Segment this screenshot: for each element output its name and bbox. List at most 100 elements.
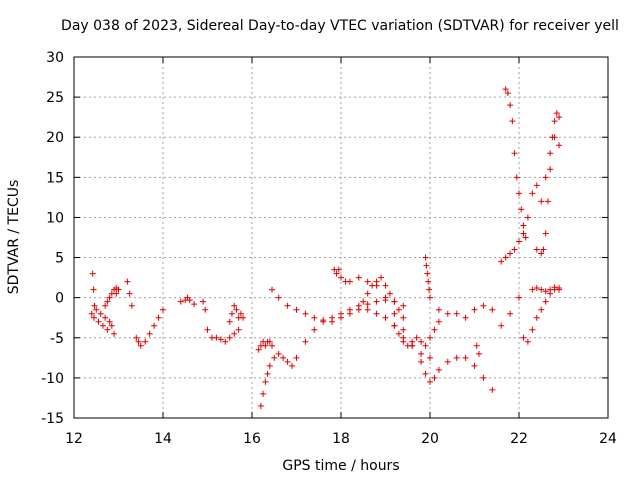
data-point [418,338,425,345]
data-point [97,310,104,317]
data-point [520,222,527,229]
data-point [102,302,109,309]
data-point [255,346,262,353]
data-point [400,338,407,345]
data-point [400,302,407,309]
data-point [502,86,509,93]
data-point [542,174,549,181]
series-s9 [255,338,276,353]
data-point [373,298,380,305]
data-point [266,338,273,345]
data-point [104,298,111,305]
data-point [480,302,487,309]
data-point [422,342,429,349]
data-point [360,298,367,305]
data-point [231,330,238,337]
data-point [226,334,233,341]
data-point [91,314,98,321]
data-point [237,310,244,317]
data-point [264,370,271,377]
data-point [95,318,102,325]
data-point [544,198,551,205]
data-point [262,342,269,349]
x-tick-label: 12 [65,431,83,447]
data-point [556,114,563,121]
data-point [427,354,433,361]
data-point [142,338,149,345]
data-point [155,314,162,321]
data-point [302,310,309,317]
series-s16 [435,294,522,329]
data-point [426,286,433,293]
data-point [547,166,554,173]
series-s14 [391,318,442,349]
data-point [471,362,478,369]
data-point [382,294,389,301]
data-point [498,322,505,329]
data-point [275,294,282,301]
series-s19 [502,86,529,241]
data-point [386,290,393,297]
data-point [529,326,536,333]
data-point [424,270,431,277]
series-s21 [533,110,563,257]
y-tick-label: 10 [46,210,64,226]
data-point [191,301,198,308]
series-s5 [133,306,166,349]
data-point [400,314,407,321]
data-point [551,284,558,291]
data-point [151,322,158,329]
tick-layer: 12 14 16 18 20 22 24 -15 -10 -5 0 5 10 15 20 25 30 [41,50,617,447]
data-point [137,342,144,349]
series-s10 [257,297,407,409]
data-point [413,334,420,341]
data-point [538,198,545,205]
data-point [269,286,276,293]
data-point [427,334,433,341]
data-point [364,301,371,308]
data-point [124,278,131,285]
data-points-layer [88,86,563,409]
data-point [509,118,516,125]
x-tick-label: 14 [154,431,172,447]
data-point [235,326,242,333]
chart-title: Day 038 of 2023, Sidereal Day-to-day VTE… [61,18,619,34]
data-point [126,290,133,297]
data-point [542,230,549,237]
data-point [311,326,318,333]
data-point [542,298,549,305]
x-tick-label: 20 [421,431,439,447]
series-s12 [331,266,496,393]
data-point [475,350,482,357]
data-point [269,342,276,349]
data-point [111,330,118,337]
data-point [271,354,278,361]
x-axis-label: GPS time / hours [282,458,399,474]
data-point [435,306,442,313]
data-point [516,190,522,197]
data-point [391,322,398,329]
data-point [262,378,269,385]
data-point [364,306,371,313]
data-point [533,314,540,321]
data-point [427,378,433,385]
data-point [289,362,296,369]
data-point [135,338,142,345]
data-point [284,302,291,309]
data-point [444,358,451,365]
data-point [104,326,111,333]
data-point [102,314,109,321]
data-point [533,246,540,253]
data-point [378,274,385,281]
data-point [489,306,496,313]
data-point [335,266,342,273]
data-point [217,336,224,343]
x-tick-label: 22 [510,431,528,447]
data-point [395,330,402,337]
x-tick-label: 18 [332,431,350,447]
data-point [228,310,235,317]
data-point [520,230,527,237]
data-point [418,350,425,357]
data-point [540,246,547,253]
